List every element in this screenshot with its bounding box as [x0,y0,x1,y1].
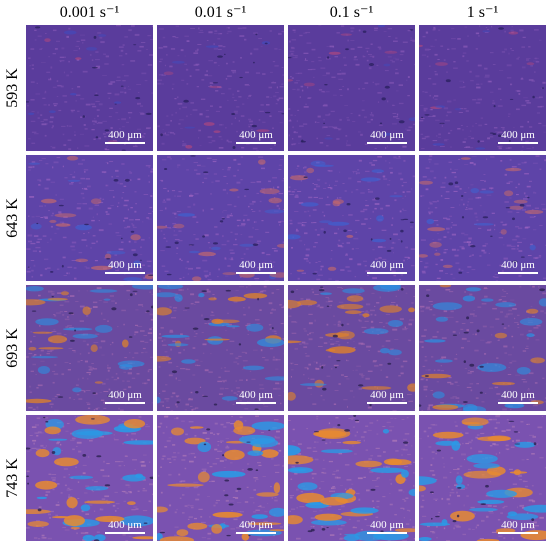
scale-bar-line [105,402,145,404]
microstructure-image [157,415,284,541]
scale-bar-label: 400 μm [370,519,404,531]
micrograph-panel: 400 μm [288,285,415,411]
microstructure-image [419,155,546,281]
micrograph-panel: 400 μm [26,25,153,151]
scale-bar-line [498,272,538,274]
row-label: 693 K [4,328,21,368]
scale-bar-label: 400 μm [108,129,142,141]
row-label: 643 K [4,198,21,238]
row-header-temperature-3: 693 K [0,285,26,411]
scale-bar: 400 μm [367,259,407,274]
scale-bar-line [498,532,538,534]
microstructure-image [26,285,153,411]
scale-bar-line [367,142,407,144]
scale-bar-line [105,272,145,274]
microstructure-image [419,25,546,151]
micrograph-panel: 400 μm [157,25,284,151]
scale-bar-label: 400 μm [501,259,535,271]
row-label: 593 K [4,68,21,108]
microstructure-image [157,155,284,281]
scale-bar: 400 μm [367,129,407,144]
scale-bar-line [105,532,145,534]
micrograph-panel: 400 μm [288,415,415,541]
micrograph-panel: 400 μm [26,415,153,541]
column-header-strain-rate-2: 0.01 s⁻¹ [194,4,247,21]
scale-bar-label: 400 μm [108,389,142,401]
row-label: 743 K [4,458,21,498]
scale-bar: 400 μm [498,389,538,404]
scale-bar-line [367,272,407,274]
scale-bar: 400 μm [105,519,145,534]
row-header-temperature-4: 743 K [0,415,26,541]
microstructure-image [157,25,284,151]
scale-bar: 400 μm [236,519,276,534]
micrograph-panel: 400 μm [157,285,284,411]
scale-bar-line [498,142,538,144]
scale-bar-line [236,402,276,404]
micrograph-panel: 400 μm [419,25,546,151]
microstructure-image [419,415,546,541]
scale-bar: 400 μm [105,389,145,404]
row-header-temperature-2: 643 K [0,155,26,281]
scale-bar: 400 μm [236,129,276,144]
scale-bar-line [236,142,276,144]
micrograph-panel: 400 μm [288,25,415,151]
micrograph-panel: 400 μm [26,285,153,411]
scale-bar-line [498,402,538,404]
scale-bar-line [367,402,407,404]
scale-bar-line [236,532,276,534]
scale-bar: 400 μm [236,259,276,274]
scale-bar-label: 400 μm [108,519,142,531]
micrograph-panel: 400 μm [26,155,153,281]
scale-bar: 400 μm [498,129,538,144]
scale-bar-label: 400 μm [108,259,142,271]
micrograph-panel: 400 μm [157,415,284,541]
micrograph-panel: 400 μm [157,155,284,281]
scale-bar-label: 400 μm [501,519,535,531]
microstructure-image [26,25,153,151]
microstructure-image [26,155,153,281]
scale-bar-label: 400 μm [239,389,273,401]
microstructure-image [157,285,284,411]
scale-bar-line [367,532,407,534]
scale-bar: 400 μm [367,389,407,404]
micrograph-panel: 400 μm [419,415,546,541]
micrograph-panel: 400 μm [419,285,546,411]
scale-bar-label: 400 μm [501,129,535,141]
scale-bar: 400 μm [105,129,145,144]
scale-bar-label: 400 μm [501,389,535,401]
microstructure-image [288,25,415,151]
scale-bar-label: 400 μm [239,259,273,271]
microstructure-image [288,155,415,281]
scale-bar: 400 μm [236,389,276,404]
microstructure-image [419,285,546,411]
scale-bar: 400 μm [498,519,538,534]
column-header-strain-rate-3: 0.1 s⁻¹ [329,4,374,21]
scale-bar-label: 400 μm [370,389,404,401]
microstructure-image [26,415,153,541]
row-header-temperature-1: 593 K [0,25,26,151]
scale-bar-line [236,272,276,274]
scale-bar-line [105,142,145,144]
scale-bar: 400 μm [498,259,538,274]
micrograph-panel: 400 μm [419,155,546,281]
scale-bar: 400 μm [367,519,407,534]
scale-bar-label: 400 μm [239,519,273,531]
microstructure-image [288,415,415,541]
microstructure-image [288,285,415,411]
scale-bar-label: 400 μm [370,129,404,141]
column-header-strain-rate-1: 0.001 s⁻¹ [59,4,120,21]
scale-bar-label: 400 μm [239,129,273,141]
column-header-strain-rate-4: 1 s⁻¹ [466,4,499,21]
scale-bar: 400 μm [105,259,145,274]
scale-bar-label: 400 μm [370,259,404,271]
micrograph-panel: 400 μm [288,155,415,281]
